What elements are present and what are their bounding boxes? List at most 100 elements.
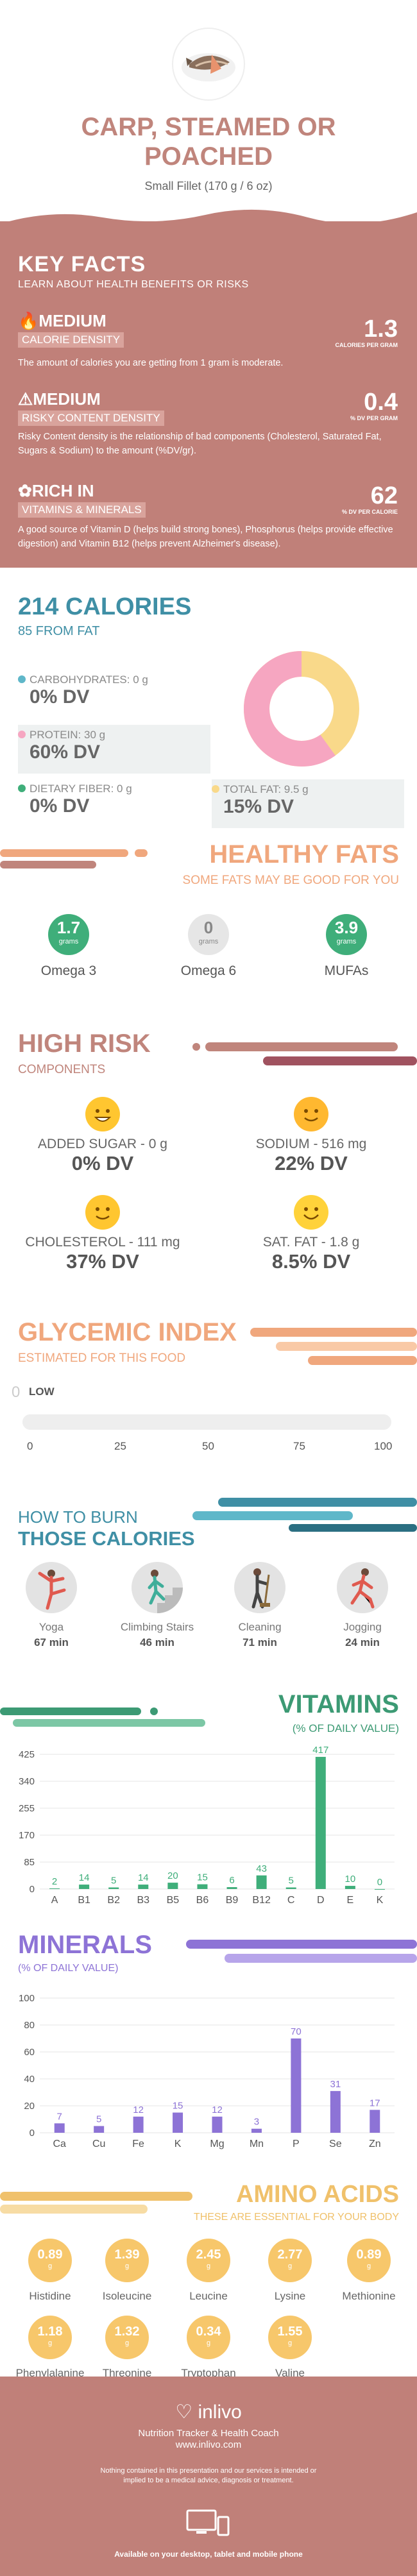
amino-acid-value: 1.39 xyxy=(114,2248,140,2262)
amino-acid-label: Phenylalanine xyxy=(15,2367,85,2379)
mineral-value-label: 31 xyxy=(330,2079,341,2090)
cleaning-icon xyxy=(234,1562,285,1613)
vitamin-value-label: 6 xyxy=(229,1875,234,1886)
glycemic-scale-bar xyxy=(22,1414,391,1430)
amino-acid-item: 0.89 g Methionine xyxy=(330,2239,407,2303)
mineral-category-label: P xyxy=(293,2139,300,2149)
mufa-unit: grams xyxy=(336,938,357,945)
flame-icon: 🔥 xyxy=(18,311,39,330)
glycemic-value: 0 xyxy=(12,1384,21,1401)
activity-label: Climbing Stairs xyxy=(120,1621,194,1633)
gi-tick: 75 xyxy=(293,1440,305,1452)
vitamin-category-label: D xyxy=(317,1895,325,1906)
vitamin-category-label: B12 xyxy=(252,1895,271,1906)
fact-label: CALORIE DENSITY xyxy=(18,332,124,348)
amino-acid-unit: g xyxy=(206,2339,211,2347)
vitamin-y-tick-label: 340 xyxy=(19,1776,35,1787)
omega3-value: 1.7 xyxy=(56,918,81,937)
vitamin-value-label: 417 xyxy=(312,1745,328,1756)
mineral-y-tick-label: 40 xyxy=(24,2074,35,2085)
vitamin-bar xyxy=(285,1887,296,1889)
amino-acid-circle: 1.39 g xyxy=(105,2239,149,2282)
fiber-stat: DIETARY FIBER: 0 g 0% DV xyxy=(18,783,204,817)
fact-description: The amount of calories you are getting f… xyxy=(18,358,284,368)
mineral-value-label: 70 xyxy=(291,2026,302,2037)
level-label: MEDIUM xyxy=(38,311,106,330)
vitamin-category-label: C xyxy=(287,1895,295,1906)
fact-unit: CALORIES PER GRAM xyxy=(335,342,398,348)
stripe-decoration xyxy=(250,1328,417,1365)
brand-url[interactable]: www.inlivo.com xyxy=(175,2439,242,2450)
amino-acid-item: 1.32 g Threonine xyxy=(89,2316,166,2380)
page-title: CARP, STEAMED OR POACHED xyxy=(0,112,417,171)
mineral-y-tick-label: 0 xyxy=(30,2128,35,2139)
amino-acids-section: AMINO ACIDS THESE ARE ESSENTIAL FOR YOUR… xyxy=(0,2174,417,2386)
stripe-decoration xyxy=(192,1498,417,1532)
amino-acid-item: 1.39 g Isoleucine xyxy=(89,2239,166,2303)
footer: ♡ inlivo Nutrition Tracker & Health Coac… xyxy=(0,2377,417,2576)
vitamins-subheading: (% OF DAILY VALUE) xyxy=(292,1722,399,1734)
vitamin-value-label: 0 xyxy=(377,1877,382,1888)
mineral-bar xyxy=(94,2126,105,2133)
burn-calories-section: HOW TO BURN THOSE CALORIES Yoga 67 min C… xyxy=(0,1485,417,1690)
jogging-icon xyxy=(337,1562,388,1613)
amino-acid-circle: 0.89 g xyxy=(28,2239,72,2282)
minerals-heading: MINERALS xyxy=(18,1931,152,1959)
mineral-y-tick-label: 20 xyxy=(24,2101,35,2112)
carbs-dot xyxy=(18,675,26,683)
fat-dot xyxy=(212,785,219,793)
devices-icon xyxy=(186,2509,230,2536)
fat-label: TOTAL FAT: 9.5 g xyxy=(223,783,309,795)
minerals-subheading: (% OF DAILY VALUE) xyxy=(18,1963,119,1974)
vitamin-value-label: 20 xyxy=(167,1870,178,1881)
calories-heading: 214 CALORIES xyxy=(18,593,192,620)
mineral-y-tick-label: 100 xyxy=(19,1993,35,2004)
fact-unit: % DV PER GRAM xyxy=(350,415,398,421)
saturated-fat-item: SAT. FAT - 1.8 g 8.5% DV xyxy=(215,1195,407,1273)
title-line-2: POACHED xyxy=(144,142,273,171)
vitamin-bar xyxy=(226,1887,237,1889)
calories-from-fat: 85 FROM FAT xyxy=(18,624,100,638)
gi-tick: 25 xyxy=(114,1440,126,1452)
amino-subheading: THESE ARE ESSENTIAL FOR YOUR BODY xyxy=(193,2212,399,2223)
amino-acid-unit: g xyxy=(206,2262,211,2270)
omega6-value: 0 xyxy=(203,918,214,937)
mufa-circle: 3.9 grams xyxy=(326,914,367,955)
omega3-circle: 1.7 grams xyxy=(48,914,89,955)
vitamin-category-label: B9 xyxy=(226,1895,239,1906)
saturated-fat-dv: 8.5% DV xyxy=(271,1250,351,1273)
amino-acid-circle: 1.18 g xyxy=(28,2316,72,2359)
activity-minutes: 71 min xyxy=(243,1636,277,1648)
happy-face-icon xyxy=(85,1097,120,1131)
brand-tagline: Nutrition Tracker & Health Coach xyxy=(138,2428,279,2439)
mineral-bar xyxy=(212,2116,223,2133)
stripe-decoration xyxy=(0,1707,205,1727)
mineral-category-label: Cu xyxy=(92,2139,105,2149)
carbs-label: CARBOHYDRATES: 0 g xyxy=(30,674,148,686)
key-facts-subheading: LEARN ABOUT HEALTH BENEFITS OR RISKS xyxy=(18,279,249,290)
amino-acid-unit: g xyxy=(287,2339,293,2347)
mineral-bar xyxy=(251,2128,262,2133)
mineral-category-label: Zn xyxy=(369,2139,381,2149)
header: CARP, STEAMED OR POACHED Small Fillet (1… xyxy=(0,0,417,218)
amino-acid-label: Valine xyxy=(275,2367,305,2379)
fact-unit: % DV PER CALORIE xyxy=(341,509,398,515)
happy-face-icon xyxy=(294,1195,328,1230)
amino-acid-unit: g xyxy=(47,2339,53,2347)
calorie-density-value: 1.3 CALORIES PER GRAM xyxy=(335,316,398,348)
calories-section: 214 CALORIES 85 FROM FAT CARBOHYDRATES: … xyxy=(0,593,417,831)
vitamin-category-label: B6 xyxy=(196,1895,209,1906)
mineral-y-tick-label: 60 xyxy=(24,2047,35,2058)
serving-size: Small Fillet (170 g / 6 oz) xyxy=(144,180,273,192)
amino-acid-value: 0.89 xyxy=(356,2248,382,2262)
vitamin-value-label: 5 xyxy=(111,1876,116,1886)
activity-minutes: 67 min xyxy=(34,1636,69,1648)
amino-acid-circle: 0.34 g xyxy=(187,2316,230,2359)
warning-icon: ⚠ xyxy=(18,389,33,409)
glycemic-heading: GLYCEMIC INDEX xyxy=(18,1318,237,1346)
macro-donut-chart xyxy=(244,651,359,767)
mineral-bar xyxy=(54,2123,65,2133)
minerals-bar-chart: 0 20 40 60 80 100 7 Ca 5 Cu 12 Fe 15 K 12 Mg 3 Mn 70 P 31 Se 1… xyxy=(19,1993,395,2149)
fact-label: VITAMINS & MINERALS xyxy=(18,502,146,518)
cholesterol-item: CHOLESTEROL - 111 mg 37% DV xyxy=(6,1195,199,1273)
